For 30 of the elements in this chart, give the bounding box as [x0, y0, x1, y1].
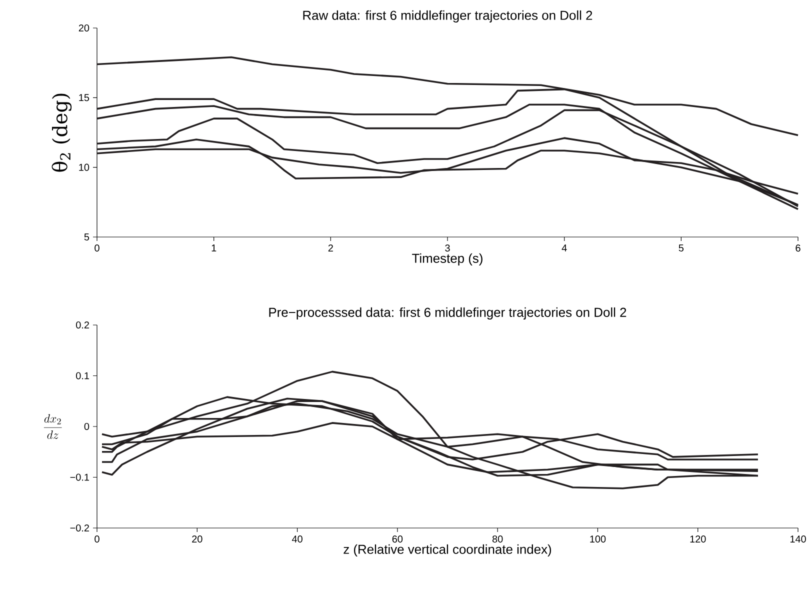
y-axis-title: $\frac{dx_2}{dz}$: [44, 414, 62, 439]
y-tick-label: 0: [84, 422, 90, 430]
y-tick-label: 10: [79, 164, 90, 171]
chart-title: Pre−processsed data: first 6 middlefinger trajectories on Doll 2: [269, 307, 626, 320]
x-axis-title: z (Relative vertical coordinate index): [344, 544, 552, 556]
y-axis-title: θ$_{2}$ (deg): [52, 94, 72, 172]
x-tick-label: 5: [678, 244, 684, 252]
x-tick-label: 4: [562, 244, 567, 252]
x-tick-label: 2: [328, 244, 333, 252]
y-tick-label: −0.2: [70, 524, 89, 532]
x-tick-label: 140: [790, 536, 806, 543]
x-tick-label: 20: [192, 536, 202, 543]
chart-title: Raw data: first 6 middlefinger trajectories on Doll 2: [303, 10, 592, 22]
y-tick-label: 20: [78, 24, 90, 32]
y-tick-label: −0.1: [70, 474, 90, 481]
x-tick-label: 80: [492, 536, 503, 543]
x-tick-label: 60: [392, 536, 403, 543]
y-tick-label: 0.2: [76, 321, 89, 329]
x-tick-label: 100: [590, 536, 606, 543]
x-tick-label: 6: [796, 244, 800, 252]
x-tick-label: 120: [690, 536, 706, 543]
y-tick-label: 0.1: [76, 372, 90, 380]
x-tick-label: 0: [94, 244, 100, 252]
x-tick-label: 0: [94, 536, 100, 543]
y-tick-label: 5: [84, 234, 90, 240]
x-axis-title: Timestep (s): [412, 253, 482, 266]
x-tick-label: 1: [212, 244, 216, 252]
x-tick-label: 40: [292, 536, 302, 543]
y-tick-label: 15: [79, 94, 90, 102]
x-tick-label: 3: [445, 244, 450, 252]
